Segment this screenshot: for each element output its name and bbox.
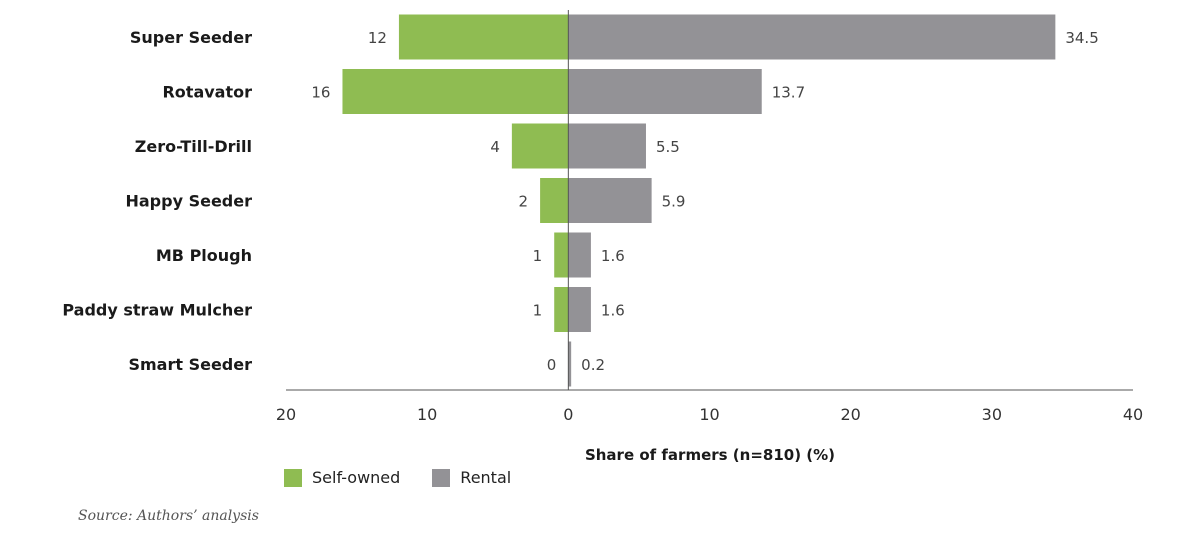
value-label-rental-mb-plough: 1.6	[601, 247, 625, 265]
x-tick-label: 0	[563, 405, 573, 424]
category-label-happy-seeder: Happy Seeder	[125, 192, 252, 211]
bar-rental-happy-seeder	[568, 178, 652, 223]
legend-swatch-self-owned	[284, 468, 302, 487]
category-label-super-seeder: Super Seeder	[130, 28, 252, 47]
x-tick-label: 20	[276, 405, 296, 424]
value-label-rental-rotavator: 13.7	[772, 84, 805, 102]
bar-self-owned-rotavator	[342, 69, 569, 114]
legend-label-self-owned: Self-owned	[312, 468, 401, 487]
legend: Self-owned Rental	[284, 468, 543, 487]
value-label-rental-paddy-straw-mulcher: 1.6	[601, 302, 625, 320]
bar-self-owned-zero-till-drill	[511, 123, 569, 169]
value-label-rental-smart-seeder: 0.2	[581, 356, 605, 374]
x-tick-label: 10	[699, 405, 719, 424]
bar-rental-super-seeder	[568, 14, 1056, 60]
value-label-rental-happy-seeder: 5.9	[662, 193, 686, 211]
category-label-rotavator: Rotavator	[162, 83, 252, 102]
bar-self-owned-mb-plough	[554, 232, 569, 278]
value-label-rental-super-seeder: 34.5	[1065, 29, 1098, 47]
bar-self-owned-happy-seeder	[540, 178, 569, 223]
category-label-paddy-straw-mulcher: Paddy straw Mulcher	[62, 301, 252, 320]
value-label-self-owned-zero-till-drill: 4	[490, 138, 500, 156]
x-tick-label: 30	[982, 405, 1002, 424]
bar-rental-mb-plough	[568, 232, 591, 278]
value-label-self-owned-smart-seeder: 0	[547, 356, 557, 374]
value-label-self-owned-super-seeder: 12	[368, 29, 387, 47]
bar-self-owned-super-seeder	[398, 14, 569, 60]
x-axis-title: Share of farmers (n=810) (%)	[585, 446, 835, 464]
x-tick-label: 20	[840, 405, 860, 424]
bar-rental-zero-till-drill	[568, 123, 646, 169]
source-note: Source: Authors’ analysis	[78, 508, 259, 524]
bar-rental-smart-seeder	[568, 341, 572, 387]
category-label-smart-seeder: Smart Seeder	[128, 355, 252, 374]
x-tick-label: 40	[1123, 405, 1143, 424]
bar-rental-rotavator	[568, 69, 762, 114]
value-label-self-owned-mb-plough: 1	[533, 247, 543, 265]
value-label-self-owned-paddy-straw-mulcher: 1	[533, 302, 543, 320]
value-label-self-owned-happy-seeder: 2	[519, 193, 529, 211]
value-label-rental-zero-till-drill: 5.5	[656, 138, 680, 156]
bar-rental-paddy-straw-mulcher	[568, 287, 591, 332]
bar-self-owned-paddy-straw-mulcher	[554, 287, 569, 332]
category-label-zero-till-drill: Zero-Till-Drill	[135, 137, 252, 156]
category-label-mb-plough: MB Plough	[156, 246, 252, 265]
value-label-self-owned-rotavator: 16	[311, 84, 330, 102]
x-tick-label: 10	[417, 405, 437, 424]
legend-swatch-rental	[432, 468, 451, 487]
legend-item-self-owned: Self-owned	[284, 468, 400, 487]
legend-item-rental: Rental	[432, 468, 511, 487]
legend-label-rental: Rental	[460, 468, 512, 487]
